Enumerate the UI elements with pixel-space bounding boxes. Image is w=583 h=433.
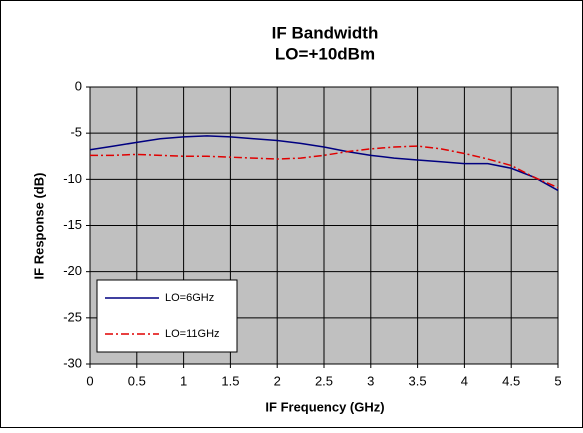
x-tick-label: 2.5: [315, 373, 333, 388]
legend-box: [96, 279, 238, 353]
y-tick-label: -30: [63, 355, 82, 370]
y-tick-label: 0: [75, 78, 82, 93]
x-tick-label: 4.5: [502, 373, 520, 388]
series-line: [89, 135, 559, 192]
x-tick-label: 0: [86, 373, 93, 388]
x-tick-label: 5: [554, 373, 561, 388]
y-axis-label: IF Response (dB): [31, 173, 46, 280]
y-tick-label: -20: [63, 263, 82, 278]
x-axis-label: IF Frequency (GHz): [265, 399, 384, 414]
legend: LO=6GHz LO=11GHz: [96, 279, 238, 353]
chart-subtitle: LO=+10dBm: [275, 44, 375, 63]
x-tick-label: 3.5: [409, 373, 427, 388]
x-tick-label: 3: [367, 373, 374, 388]
chart-title: IF Bandwidth: [272, 23, 379, 42]
y-tick-label: -25: [63, 309, 82, 324]
x-tick-label: 4: [461, 373, 468, 388]
y-tick-label: -10: [63, 171, 82, 186]
legend-label: LO=6GHz: [165, 292, 214, 304]
y-tick-label: -5: [70, 125, 82, 140]
x-tick-label: 2: [274, 373, 281, 388]
x-tick-label: 0.5: [128, 373, 146, 388]
x-tick-label: 1.5: [221, 373, 239, 388]
series-line: [90, 145, 559, 189]
x-tick-label: 1: [180, 373, 187, 388]
y-tick-label: -15: [63, 217, 82, 232]
legend-label: LO=11GHz: [165, 328, 220, 340]
